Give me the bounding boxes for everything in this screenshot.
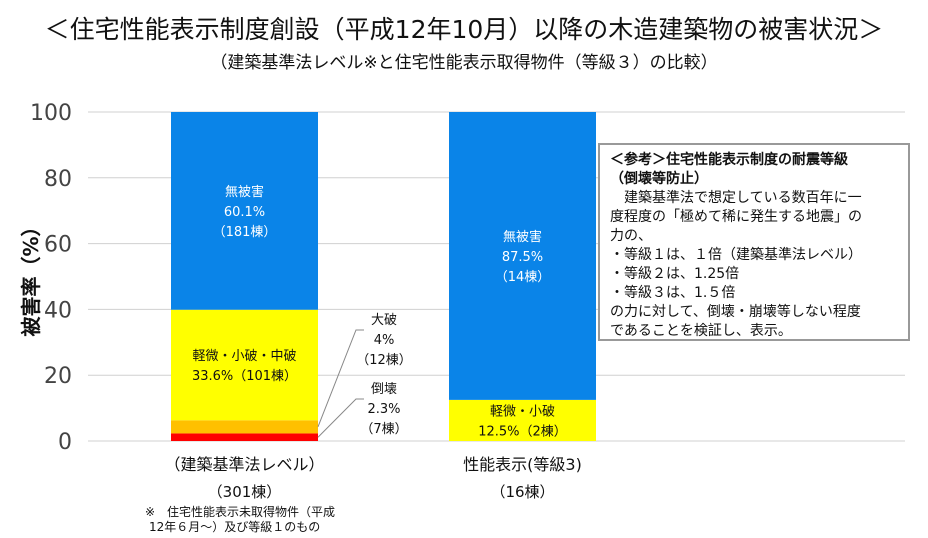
- x-category-label: （建築基準法レベル）: [164, 455, 324, 474]
- data-label: （12棟）: [356, 353, 412, 368]
- data-label: （181棟）: [213, 225, 277, 240]
- x-category-count: （301棟）: [208, 483, 282, 501]
- data-label: 87.5%: [502, 250, 543, 265]
- note-line: の力に対して、倒壊・崩壊等しない程度: [610, 304, 861, 320]
- data-label: （7棟）: [360, 422, 407, 437]
- chart-subtitle: （建築基準法レベル※と住宅性能表示取得物件（等級３）の比較）: [210, 53, 718, 73]
- note-line: ・等級１は、１倍（建築基準法レベル）: [610, 247, 862, 263]
- y-axis-label: 被害率（%）: [19, 216, 43, 336]
- data-label: 4%: [374, 333, 395, 348]
- footnote-line-1: ※ 住宅性能表示未取得物件（平成: [145, 505, 336, 519]
- y-tick-label: 60: [44, 233, 72, 258]
- leader-line: [317, 329, 364, 428]
- reference-note-box: ＜参考＞住宅性能表示制度の耐震等級 （倒壊等防止） 建築基準法で想定している数百…: [598, 143, 910, 341]
- bar-segment-大破: [171, 420, 318, 434]
- note-line: ・等級３は、1.５倍: [610, 285, 736, 301]
- note-line: 度程度の「極めて稀に発生する地震」の: [610, 209, 862, 225]
- leader-line: [317, 398, 364, 438]
- note-line: であることを検証し、表示。: [610, 323, 792, 339]
- data-label: 無被害: [503, 229, 542, 245]
- note-heading-1: ＜参考＞住宅性能表示制度の耐震等級: [610, 152, 848, 168]
- footnote-line-2: 12年６月～）及び等級１のもの: [149, 520, 321, 534]
- x-category-label: 性能表示(等級3): [463, 455, 582, 474]
- data-label: 12.5%（2棟）: [478, 424, 567, 439]
- bar-segment-軽微・小破・中破: [171, 309, 318, 421]
- bar-segment-無被害: [449, 112, 596, 400]
- data-label: 60.1%: [224, 205, 265, 220]
- data-label: 軽微・小破・中破: [192, 349, 296, 364]
- note-heading-2: （倒壊等防止）: [610, 171, 708, 187]
- y-tick-label: 20: [44, 364, 72, 389]
- note-line: 力の、: [610, 228, 652, 244]
- bar-segment-無被害: [171, 112, 318, 310]
- data-label: （14棟）: [495, 270, 551, 285]
- y-tick-label: 0: [58, 430, 72, 455]
- note-line: ・等級２は、1.25倍: [610, 266, 740, 282]
- bar-segment-軽微・小破: [449, 399, 596, 441]
- y-tick-label: 40: [44, 298, 72, 323]
- y-tick-label: 100: [30, 101, 72, 126]
- x-category-count: （16棟）: [490, 483, 554, 501]
- footnote: ※ 住宅性能表示未取得物件（平成 12年６月～）及び等級１のもの: [145, 505, 335, 535]
- data-label: 軽微・小破: [490, 404, 555, 419]
- data-label: 2.3%: [367, 402, 400, 417]
- note-line: 建築基準法で想定している数百年に一: [610, 190, 862, 206]
- bar-segment-倒壊: [171, 433, 318, 441]
- data-label: 倒壊: [371, 382, 397, 397]
- data-label: 33.6%（101棟）: [192, 369, 297, 384]
- data-label: 無被害: [225, 184, 264, 200]
- data-label: 大破: [371, 313, 397, 328]
- y-tick-label: 80: [44, 167, 72, 192]
- chart-title: ＜住宅性能表示制度創設（平成12年10月）以降の木造建築物の被害状況＞: [44, 15, 884, 44]
